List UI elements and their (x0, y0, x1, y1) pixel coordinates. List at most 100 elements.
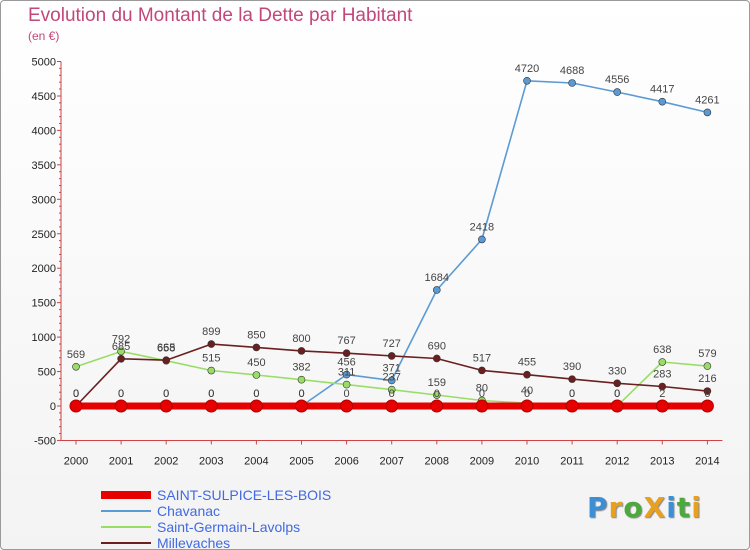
data-point (478, 366, 486, 375)
chart-unit-label: (en €) (28, 29, 60, 43)
data-label: 2 (659, 388, 665, 400)
data-point (432, 391, 441, 399)
x-tick-label: 2011 (560, 455, 584, 467)
legend-label: Saint-Germain-Lavolps (157, 519, 301, 535)
data-label: 450 (247, 357, 265, 369)
data-point (613, 88, 622, 96)
data-label: 0 (434, 388, 440, 400)
data-point (207, 340, 216, 348)
x-tick-label: 2007 (379, 455, 403, 467)
y-tick-label: 1500 (32, 298, 56, 310)
data-label: 80 (476, 382, 488, 394)
data-label: 800 (292, 333, 310, 345)
y-tick-label: 2500 (32, 229, 56, 241)
y-tick-label: 500 (38, 367, 56, 379)
data-point (478, 235, 486, 244)
data-label: 237 (383, 372, 401, 384)
data-label: 0 (253, 388, 259, 400)
data-point (114, 399, 128, 413)
data-label: 1684 (425, 272, 449, 284)
data-label: 0 (479, 388, 485, 400)
data-label: 0 (298, 388, 304, 400)
data-label: 2418 (470, 221, 494, 233)
data-point (387, 385, 396, 394)
data-point (342, 380, 351, 389)
y-tick-label: 4000 (32, 125, 56, 137)
series-points (69, 76, 714, 413)
data-point (297, 375, 306, 384)
data-label: 0 (73, 388, 79, 400)
data-point (249, 399, 263, 413)
x-tick-label: 2002 (154, 455, 178, 467)
data-point (610, 399, 624, 413)
data-label: 690 (428, 340, 446, 352)
data-point (342, 370, 351, 379)
data-label: 311 (338, 367, 356, 379)
y-tick-label: 0 (50, 401, 56, 413)
data-point (565, 399, 579, 413)
legend-swatch (101, 510, 151, 512)
data-point (703, 108, 712, 117)
data-point (520, 399, 534, 413)
data-label: 4720 (515, 63, 539, 75)
legend-swatch (101, 542, 151, 544)
data-point (69, 399, 83, 413)
data-label: 4688 (560, 65, 584, 77)
data-label: 569 (67, 349, 85, 361)
x-tick-label: 2008 (425, 455, 449, 467)
data-label: 0 (253, 388, 259, 400)
data-point (117, 347, 125, 356)
data-label: 40 (521, 385, 533, 397)
x-tick-label: 2004 (244, 455, 268, 467)
x-tick-label: 2010 (515, 455, 539, 467)
data-label: 0 (569, 388, 575, 400)
data-label: 515 (202, 353, 220, 365)
data-label: 159 (428, 377, 446, 389)
data-label: 371 (383, 362, 401, 374)
data-label: 0 (344, 388, 350, 400)
data-point (207, 366, 216, 375)
data-label: 4556 (605, 74, 629, 86)
legend-swatch (101, 491, 151, 499)
data-label: 0 (208, 388, 214, 400)
y-tick-label: 3500 (32, 160, 56, 172)
data-point (568, 375, 576, 383)
data-label: 456 (337, 357, 355, 369)
data-label: 579 (698, 348, 716, 360)
legend-swatch (101, 526, 151, 528)
legend-label: SAINT-SULPICE-LES-BOIS (157, 487, 332, 503)
axes: -500050010001500200025003000350040004500… (32, 57, 723, 467)
data-point (475, 399, 489, 413)
data-point (252, 343, 261, 352)
data-label: 0 (704, 388, 710, 400)
data-label: 899 (202, 326, 220, 338)
chart-title: Evolution du Montant de la Dette par Hab… (28, 5, 413, 26)
proxiti-logo: ProXiti (587, 491, 702, 524)
x-tick-label: 2000 (64, 455, 88, 467)
data-label: 0 (73, 388, 79, 400)
x-tick-label: 2013 (650, 455, 674, 467)
data-point (703, 362, 712, 370)
data-point (432, 354, 441, 363)
data-point (385, 399, 399, 413)
data-point (295, 399, 308, 413)
y-tick-label: -500 (34, 435, 56, 447)
legend-label: Chavanac (157, 503, 221, 519)
data-label: 517 (473, 352, 491, 364)
data-label: 727 (383, 338, 401, 350)
data-point (568, 79, 576, 87)
legend-label: Millevaches (157, 535, 231, 550)
data-label: 216 (698, 373, 716, 385)
y-tick-label: 5000 (32, 57, 56, 69)
data-label: 0 (163, 388, 169, 400)
data-label: 665 (157, 342, 175, 354)
x-tick-label: 2014 (695, 455, 719, 467)
data-label: 658 (157, 343, 175, 355)
data-label: 0 (614, 388, 620, 400)
data-point (72, 362, 80, 371)
data-point (387, 376, 396, 385)
data-point (432, 286, 441, 294)
data-label: 4261 (695, 94, 719, 106)
